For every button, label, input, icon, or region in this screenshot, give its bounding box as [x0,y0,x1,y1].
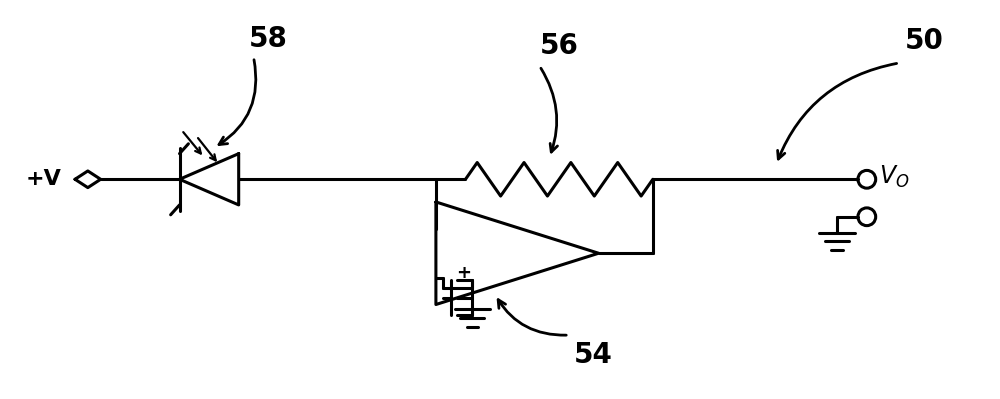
Text: 50: 50 [905,27,943,55]
Text: 54: 54 [574,341,613,369]
Text: +: + [456,264,471,282]
Text: +V: +V [25,169,61,189]
Text: 58: 58 [249,25,288,53]
Text: $V_O$: $V_O$ [879,164,909,190]
Text: 56: 56 [540,32,579,60]
